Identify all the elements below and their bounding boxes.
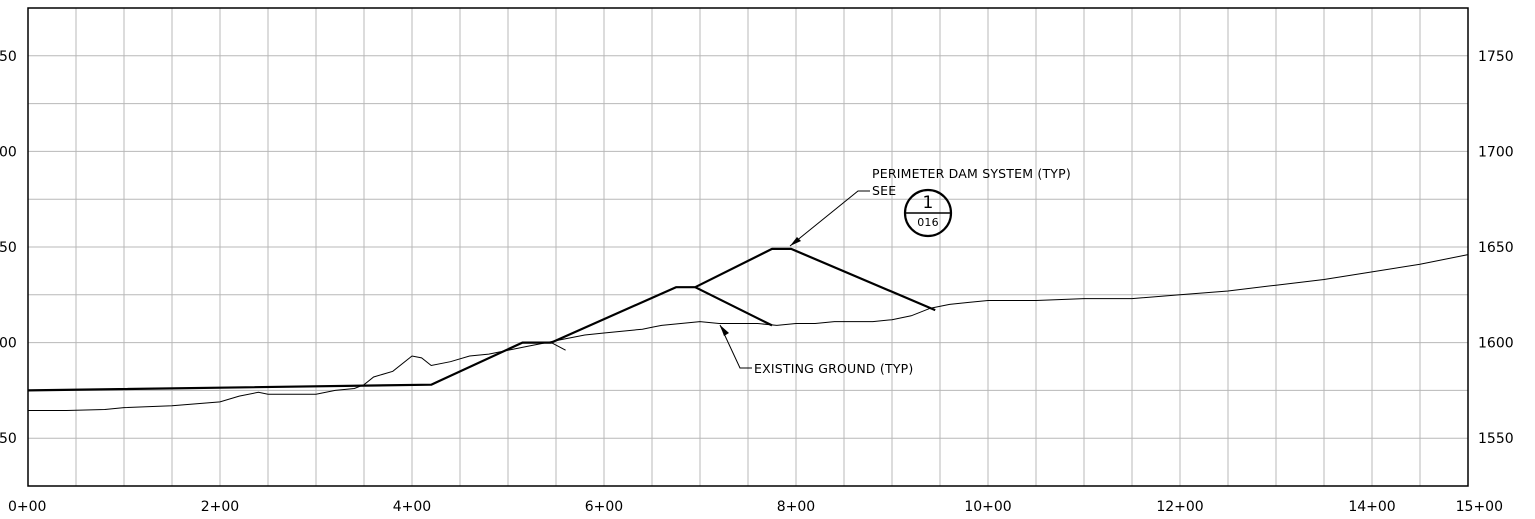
station-tick-label: 2+00 <box>201 499 239 515</box>
drawing-frame <box>27 7 1469 487</box>
station-tick-label: 12+00 <box>1156 499 1203 515</box>
ground-leader-line <box>719 324 752 369</box>
existing-ground-line <box>28 254 1469 411</box>
ground-note-text: EXISTING GROUND (TYP) <box>754 361 914 376</box>
ground-callout: EXISTING GROUND (TYP) <box>719 324 914 376</box>
ground-leader-arrow <box>720 325 729 336</box>
elevation-tick-label-right: 1700 <box>1478 144 1514 160</box>
elevation-tick-label-left: 50 <box>0 49 17 65</box>
detail-number: 1 <box>922 193 933 213</box>
dam-callout: PERIMETER DAM SYSTEM (TYP) SEE 1 016 <box>789 166 1071 247</box>
elevation-tick-label-left: 50 <box>0 240 17 256</box>
station-tick-label: 6+00 <box>585 499 623 515</box>
dam-leader-line <box>789 190 870 247</box>
elevation-tick-label-right: 1650 <box>1478 240 1514 256</box>
elevation-tick-label-left: 50 <box>0 431 17 447</box>
elevation-axis-left: 50 00 50 00 50 <box>0 49 17 447</box>
dam-note-text: PERIMETER DAM SYSTEM (TYP) <box>872 166 1071 181</box>
station-tick-label: 8+00 <box>777 499 815 515</box>
see-label: SEE <box>872 183 896 198</box>
elevation-tick-label-right: 1600 <box>1478 336 1514 352</box>
station-tick-label: 14+00 <box>1348 499 1395 515</box>
station-tick-label: 0+00 <box>8 499 46 515</box>
dam-inner-slope <box>694 286 773 327</box>
station-tick-label: 15+00 <box>1456 499 1503 515</box>
elevation-tick-label-left: 00 <box>0 144 17 160</box>
dam-leader-arrow <box>790 237 801 246</box>
detail-sheet-number: 016 <box>917 216 939 229</box>
elevation-tick-label-right: 1750 <box>1478 49 1514 65</box>
station-tick-label: 10+00 <box>964 499 1011 515</box>
elevation-tick-label-left: 00 <box>0 336 17 352</box>
station-tick-label: 4+00 <box>393 499 431 515</box>
elevation-axis-right: 1550 1600 1650 1700 1750 <box>1478 49 1514 447</box>
elevation-tick-label-right: 1550 <box>1478 431 1514 447</box>
dam-toe-tick <box>550 342 566 351</box>
grid <box>27 7 1469 487</box>
perimeter-dam-profile <box>27 247 936 392</box>
station-axis: 0+00 2+00 4+00 6+00 8+00 10+00 12+00 14+00 15+00 <box>8 499 1503 515</box>
